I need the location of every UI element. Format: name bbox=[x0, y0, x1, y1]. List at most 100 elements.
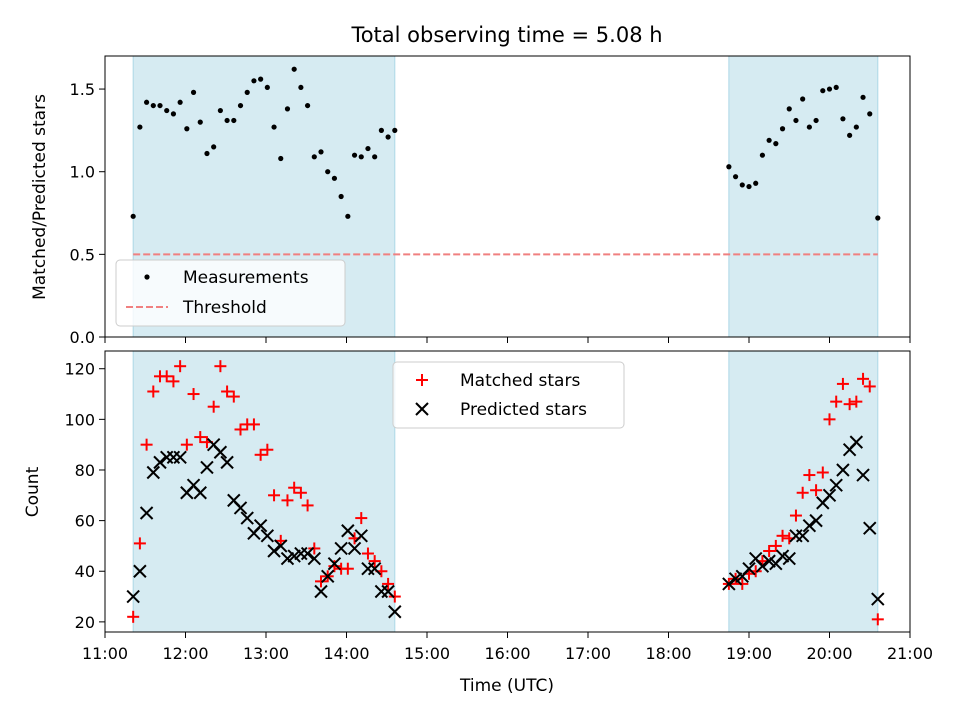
matched-star-point bbox=[174, 360, 187, 373]
measurement-point bbox=[251, 78, 257, 84]
matched-star-point bbox=[221, 385, 234, 398]
legend-matched-label: Matched stars bbox=[460, 371, 580, 391]
predicted-star-point bbox=[354, 529, 368, 543]
legend-measurements-label: Measurements bbox=[183, 268, 309, 288]
xtick-label: 20:00 bbox=[806, 644, 852, 663]
predicted-star-point bbox=[836, 463, 850, 477]
matched-star-point bbox=[308, 542, 321, 555]
predicted-star-point bbox=[146, 465, 161, 480]
measurement-point bbox=[372, 154, 378, 160]
measurement-point bbox=[773, 141, 779, 147]
matched-star-point bbox=[187, 388, 200, 401]
predicted-star-point bbox=[193, 486, 207, 500]
predicted-star-point bbox=[802, 518, 817, 533]
predicted-star-point bbox=[173, 450, 187, 465]
bottom-ytick-label: 40 bbox=[75, 562, 95, 581]
measurement-point bbox=[867, 111, 873, 117]
measurement-point bbox=[826, 86, 833, 92]
matched-star-point bbox=[127, 610, 140, 623]
measurement-point bbox=[204, 150, 210, 157]
xtick-label: 18:00 bbox=[645, 644, 691, 663]
top-y-ticks: 0.0 0.5 1.0 1.5 bbox=[70, 80, 105, 347]
matched-star-point bbox=[341, 562, 354, 575]
matched-star-point bbox=[823, 413, 836, 426]
measurement-point bbox=[170, 111, 177, 117]
matched-star-point bbox=[355, 512, 368, 525]
top-panel: 0.0 0.5 1.0 1.5 Total observing time = 5.08… bbox=[30, 23, 911, 347]
measurement-point bbox=[786, 106, 792, 112]
measurement-point bbox=[184, 126, 190, 132]
xtick-label: 16:00 bbox=[484, 644, 530, 663]
predicted-star-point bbox=[126, 589, 140, 604]
matched-star-point bbox=[207, 400, 220, 413]
top-ytick-label: 0.5 bbox=[70, 245, 95, 264]
matched-star-point bbox=[234, 423, 247, 436]
predicted-star-point bbox=[300, 546, 315, 561]
matched-star-point bbox=[247, 418, 260, 431]
predicted-star-point bbox=[863, 521, 877, 535]
measurement-point bbox=[291, 66, 297, 72]
xtick-label: 14:00 bbox=[323, 644, 369, 663]
measurement-point bbox=[378, 127, 384, 133]
top-legend: Measurements Threshold bbox=[115, 259, 346, 327]
measurement-point bbox=[779, 126, 786, 132]
top-ytick-label: 0.0 bbox=[70, 328, 95, 347]
measurement-point bbox=[338, 193, 344, 200]
predicted-star-point bbox=[274, 539, 288, 553]
top-plot-frame bbox=[104, 55, 911, 338]
predicted-star-point bbox=[213, 445, 228, 459]
shaded-interval-1 bbox=[728, 55, 879, 338]
predicted-star-point bbox=[755, 559, 770, 573]
measurement-point bbox=[318, 149, 324, 155]
measurement-point bbox=[164, 107, 170, 114]
matched-stars-points bbox=[127, 360, 884, 626]
matched-star-point bbox=[315, 575, 328, 588]
predicted-stars-points bbox=[126, 435, 885, 619]
measurement-point bbox=[753, 180, 759, 186]
bottom-ytick-label: 60 bbox=[75, 512, 95, 531]
xtick-label: 21:00 bbox=[887, 644, 933, 663]
measurement-point bbox=[813, 117, 819, 124]
legend-matched-marker bbox=[416, 374, 428, 386]
measurement-point bbox=[278, 155, 284, 162]
matched-star-point bbox=[816, 466, 829, 479]
predicted-star-point bbox=[314, 584, 328, 599]
measurement-point bbox=[351, 152, 358, 158]
matched-star-point bbox=[160, 370, 173, 383]
predicted-star-point bbox=[220, 455, 234, 470]
measurement-point bbox=[833, 84, 839, 91]
xtick-label: 17:00 bbox=[565, 644, 611, 663]
matched-star-point bbox=[133, 537, 146, 550]
top-measurement-points bbox=[130, 66, 881, 221]
matched-star-point bbox=[268, 489, 281, 502]
matched-star-point bbox=[288, 481, 301, 494]
predicted-star-point bbox=[240, 511, 254, 525]
legend-threshold-label: Threshold bbox=[182, 298, 267, 318]
matched-star-point bbox=[227, 390, 240, 403]
predicted-star-point bbox=[307, 551, 322, 566]
predicted-star-point bbox=[829, 478, 843, 492]
matched-star-point bbox=[388, 590, 401, 603]
matched-star-point bbox=[194, 431, 207, 444]
predicted-star-point bbox=[381, 584, 395, 599]
predicted-star-point bbox=[871, 592, 885, 606]
measurement-point bbox=[800, 96, 806, 102]
legend-predicted-label: Predicted stars bbox=[460, 400, 587, 420]
matched-star-point bbox=[328, 560, 341, 573]
predicted-star-point bbox=[782, 551, 796, 566]
predicted-star-point bbox=[822, 488, 837, 503]
measurement-point bbox=[137, 124, 143, 130]
xtick-label: 11:00 bbox=[82, 644, 128, 663]
measurement-point bbox=[177, 99, 183, 105]
predicted-star-point bbox=[153, 455, 167, 470]
measurement-point bbox=[875, 215, 881, 221]
measurement-point bbox=[820, 88, 826, 94]
matched-star-point bbox=[214, 360, 227, 373]
predicted-star-point bbox=[856, 468, 870, 482]
matched-star-point bbox=[368, 555, 381, 568]
matched-star-point bbox=[871, 613, 884, 626]
predicted-star-point bbox=[267, 544, 281, 558]
measurement-point bbox=[130, 213, 136, 219]
bottom-y-axis-label: Count bbox=[23, 466, 43, 517]
